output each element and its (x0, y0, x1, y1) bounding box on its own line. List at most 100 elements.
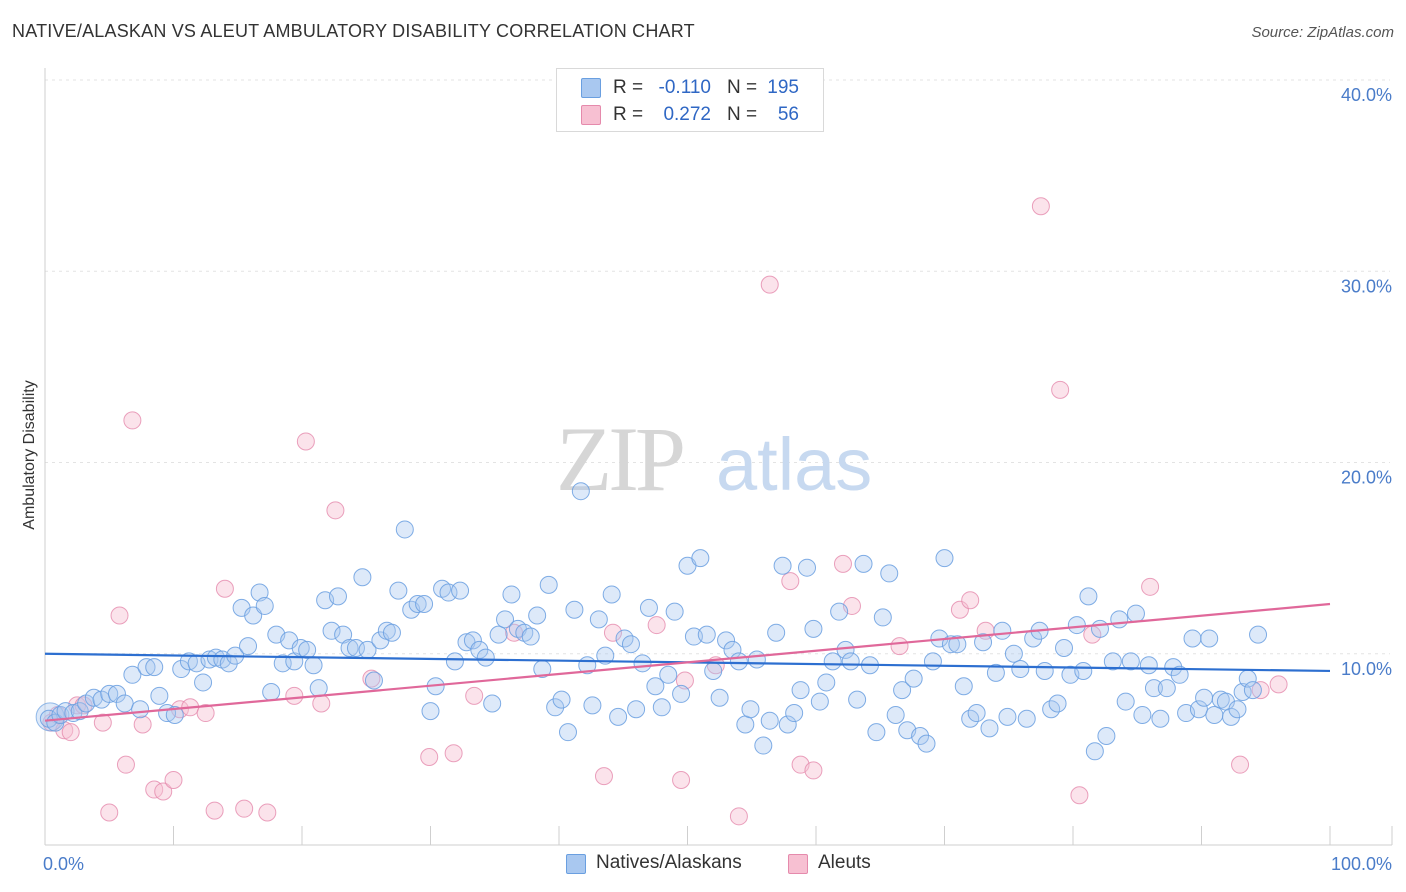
aleuts-point (123, 411, 142, 430)
y-tick-label: 10.0% (1341, 659, 1392, 679)
natives-point (974, 633, 993, 652)
natives-point (304, 656, 323, 675)
natives-point (791, 681, 810, 700)
legend-swatch-natives (581, 78, 601, 98)
natives-point (521, 627, 540, 646)
aleuts-point (729, 807, 748, 826)
natives-point (489, 625, 508, 644)
natives-point (309, 679, 328, 698)
aleuts-point (1269, 675, 1288, 694)
aleuts-point (133, 715, 152, 734)
natives-point (917, 734, 936, 753)
natives-point (415, 595, 434, 614)
natives-point (1183, 629, 1202, 648)
natives-point (886, 705, 905, 724)
natives-point (463, 631, 482, 650)
natives-point (558, 723, 577, 742)
natives-point (250, 583, 269, 602)
aleuts-point (55, 721, 74, 740)
natives-point (747, 650, 766, 669)
natives-point (70, 702, 89, 721)
natives-point (273, 654, 292, 673)
aleuts-point (235, 799, 254, 818)
natives-point (445, 652, 464, 671)
aleuts-point (1231, 755, 1250, 774)
bottom-legend-swatch-aleuts (788, 854, 808, 874)
natives-point (1228, 700, 1247, 719)
legend-r-label: R = (613, 77, 644, 98)
natives-point (150, 686, 169, 705)
natives-point (131, 700, 150, 719)
legend-r-value: -0.110 (658, 77, 711, 98)
aleuts-point (164, 770, 183, 789)
natives-point (1097, 726, 1116, 745)
natives-point (496, 610, 515, 629)
natives-point (421, 702, 440, 721)
natives-point (646, 677, 665, 696)
natives-point (1090, 619, 1109, 638)
aleuts-point (205, 801, 224, 820)
natives-point (633, 654, 652, 673)
natives-point (639, 598, 658, 617)
natives-point (736, 715, 755, 734)
natives-point (322, 621, 341, 640)
legend-n-label: N = (727, 77, 758, 98)
legend-row-natives: R = -0.110 N = 195 (557, 73, 823, 101)
natives-point (165, 705, 184, 724)
aleuts-point (465, 686, 484, 705)
source-label: Source: ZipAtlas.com (1251, 24, 1394, 41)
natives-point (565, 600, 584, 619)
aleuts-point (326, 501, 345, 520)
natives-point (830, 602, 849, 621)
aleuts-point (285, 686, 304, 705)
aleuts-point (258, 803, 277, 822)
natives-point (778, 715, 797, 734)
aleuts-point (312, 694, 331, 713)
natives-point (100, 684, 119, 703)
natives-point (717, 631, 736, 650)
aleuts-point (1051, 380, 1070, 399)
natives-point (691, 549, 710, 568)
natives-point (941, 635, 960, 654)
natives-point (980, 719, 999, 738)
natives-point (1067, 616, 1086, 635)
natives-point (998, 707, 1017, 726)
natives-point (1243, 681, 1262, 700)
natives-point (596, 646, 615, 665)
aleuts-point (675, 671, 694, 690)
natives-point (848, 690, 867, 709)
natives-point (364, 671, 383, 690)
natives-point (823, 652, 842, 671)
natives-point (145, 658, 164, 677)
natives-point (1157, 679, 1176, 698)
aleuts-point (420, 748, 439, 767)
legend-n-value: 56 (777, 104, 799, 125)
natives-point (552, 690, 571, 709)
y-tick-label: 20.0% (1341, 468, 1392, 488)
legend-n-label: N = (727, 104, 758, 125)
natives-point (1164, 658, 1183, 677)
aleuts-point (890, 637, 909, 656)
natives-point (854, 554, 873, 573)
correlation-legend: R = -0.110 N = 195 R = 0.272 N = 56 (556, 68, 824, 132)
natives-point (1151, 709, 1170, 728)
natives-point (1048, 694, 1067, 713)
grid-lines (45, 79, 1390, 655)
natives-point (1222, 707, 1241, 726)
natives-point (84, 688, 103, 707)
legend-row-aleuts: R = 0.272 N = 56 (557, 100, 823, 128)
natives-point (621, 635, 640, 654)
natives-point (1126, 604, 1145, 623)
natives-point (627, 700, 646, 719)
bottom-legend-label-aleuts: Aleuts (818, 852, 871, 873)
natives-point (948, 635, 967, 654)
natives-point (602, 585, 621, 604)
y-tick-label: 40.0% (1341, 85, 1392, 105)
natives-point (659, 665, 678, 684)
chart-title: NATIVE/ALASKAN VS ALEUT AMBULATORY DISAB… (12, 21, 695, 41)
natives-point (194, 673, 213, 692)
natives-point (652, 698, 671, 717)
natives-point (804, 619, 823, 638)
y-axis-label: Ambulatory Disability (21, 380, 38, 529)
natives-point (785, 704, 804, 723)
